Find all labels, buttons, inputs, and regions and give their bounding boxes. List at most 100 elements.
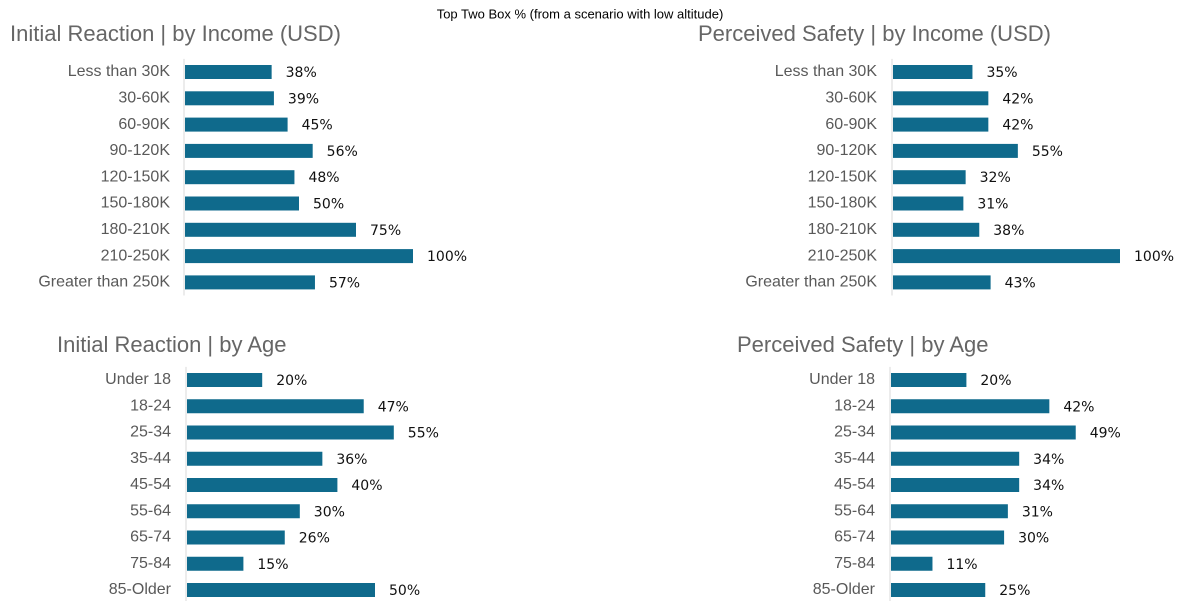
category-label: 35-44 [130, 450, 171, 467]
bar [891, 425, 1076, 440]
data-label: 38% [286, 65, 317, 81]
category-label: 90-120K [110, 142, 171, 159]
data-label: 49% [1090, 426, 1121, 442]
bar [891, 504, 1008, 519]
bar [185, 275, 315, 290]
data-label: 47% [378, 399, 409, 415]
bar [893, 222, 980, 237]
category-label: 18-24 [834, 397, 875, 414]
bar [185, 143, 313, 158]
data-label: 43% [1005, 275, 1036, 291]
bar [891, 478, 1020, 492]
bar [187, 556, 244, 571]
bar [187, 373, 263, 387]
data-label: 100% [1134, 249, 1174, 265]
category-label: Less than 30K [775, 63, 878, 80]
bar [185, 65, 272, 79]
bar [187, 399, 364, 414]
data-label: 35% [986, 65, 1017, 81]
category-label: 18-24 [130, 397, 171, 414]
bar [893, 65, 973, 79]
bar [891, 530, 1005, 545]
data-label: 31% [1022, 504, 1053, 520]
category-label: 35-44 [834, 450, 875, 467]
category-label: 210-250K [808, 247, 878, 264]
data-label: 11% [946, 557, 977, 573]
bar [891, 556, 933, 571]
bar [185, 91, 274, 106]
data-label: 36% [336, 452, 367, 468]
bar [185, 117, 288, 132]
bar [187, 451, 323, 466]
category-label: 60-90K [118, 116, 170, 133]
category-label: 30-60K [118, 90, 170, 107]
data-label: 50% [313, 197, 344, 213]
bar [187, 425, 394, 440]
chart-title: Initial Reaction | by Age [57, 332, 287, 357]
category-label: Less than 30K [68, 63, 171, 80]
category-label: 65-74 [834, 529, 875, 546]
bar [187, 530, 285, 545]
bar [891, 583, 986, 597]
data-label: 75% [370, 223, 401, 239]
data-label: 50% [389, 583, 420, 599]
bar [187, 583, 375, 597]
category-label: 85-Older [813, 581, 876, 598]
bar [893, 196, 964, 211]
category-label: 60-90K [825, 116, 877, 133]
category-label: 180-210K [101, 221, 171, 238]
category-label: 150-180K [808, 195, 878, 212]
bar [185, 170, 295, 185]
category-label: Greater than 250K [745, 274, 877, 291]
category-label: 55-64 [834, 502, 875, 519]
category-label: 55-64 [130, 502, 171, 519]
bar [185, 249, 413, 264]
data-label: 42% [1063, 399, 1094, 415]
chart-title: Perceived Safety | by Age [737, 332, 989, 357]
data-label: 56% [327, 144, 358, 160]
data-label: 20% [980, 373, 1011, 389]
category-label: 45-54 [834, 476, 875, 493]
category-label: Under 18 [809, 371, 875, 388]
data-label: 30% [314, 504, 345, 520]
data-label: 55% [408, 426, 439, 442]
category-label: Greater than 250K [38, 274, 170, 291]
category-label: 120-150K [101, 168, 171, 185]
data-label: 57% [329, 275, 360, 291]
data-label: 34% [1033, 478, 1064, 494]
category-label: 45-54 [130, 476, 171, 493]
data-label: 39% [288, 91, 319, 107]
category-label: 25-34 [834, 424, 875, 441]
chart-title: Initial Reaction | by Income (USD) [10, 21, 341, 46]
chart-title: Perceived Safety | by Income (USD) [698, 21, 1051, 46]
data-label: 45% [302, 118, 333, 134]
data-label: 55% [1032, 144, 1063, 160]
bar [891, 399, 1050, 414]
category-label: 180-210K [808, 221, 878, 238]
category-label: 65-74 [130, 529, 171, 546]
bar [187, 478, 338, 492]
bar [893, 91, 989, 106]
category-label: 85-Older [109, 581, 172, 598]
category-label: 90-120K [817, 142, 878, 159]
bar [893, 275, 991, 290]
bar [893, 249, 1120, 264]
data-label: 42% [1002, 118, 1033, 134]
data-label: 34% [1033, 452, 1064, 468]
super-title: Top Two Box % (from a scenario with low … [437, 6, 724, 21]
category-label: 30-60K [825, 90, 877, 107]
bar [891, 373, 967, 387]
category-label: 75-84 [130, 555, 171, 572]
category-label: 25-34 [130, 424, 171, 441]
category-label: 120-150K [808, 168, 878, 185]
bar [185, 222, 356, 237]
category-label: Under 18 [105, 371, 171, 388]
data-label: 32% [980, 170, 1011, 186]
data-label: 30% [1018, 531, 1049, 547]
data-label: 40% [351, 478, 382, 494]
category-label: 75-84 [834, 555, 875, 572]
data-label: 100% [427, 249, 467, 265]
bar [893, 117, 989, 132]
data-label: 25% [999, 583, 1030, 599]
